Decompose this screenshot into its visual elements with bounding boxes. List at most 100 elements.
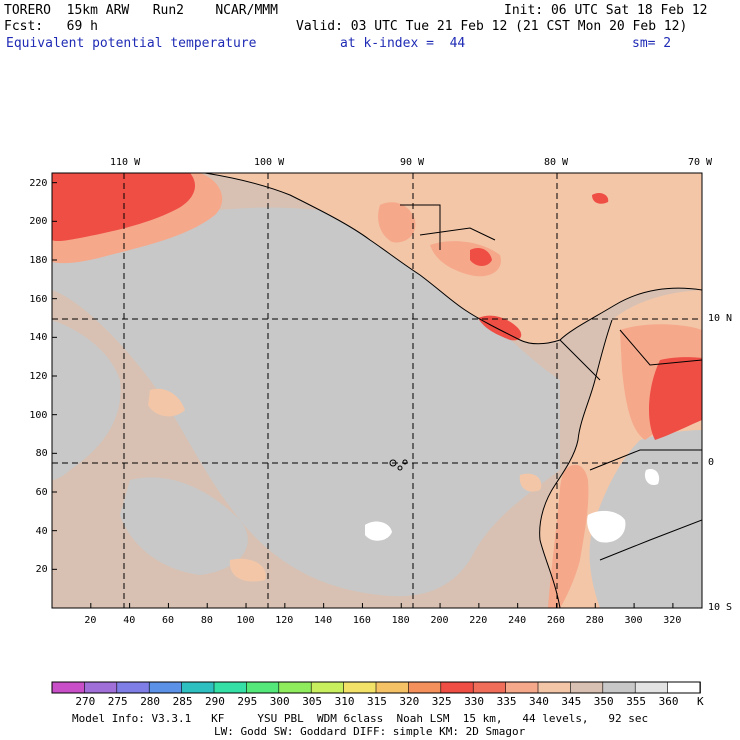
lon-label-70w: 70 W (688, 157, 713, 168)
colorbar-level-345: 345 (561, 695, 582, 708)
colorbar-level-270: 270 (75, 695, 96, 708)
model-title: TORERO 15km ARW Run2 NCAR/MMM (4, 3, 278, 18)
y-tick-label-60: 60 (35, 487, 48, 498)
colorbar-swatch (84, 681, 118, 694)
x-tick-label-40: 40 (123, 615, 136, 626)
x-tick-label-60: 60 (162, 615, 175, 626)
x-tick-label-140: 140 (314, 615, 333, 626)
field-name: Equivalent potential temperature (6, 36, 257, 51)
colorbar-swatch (148, 681, 183, 694)
colorbar-swatch (181, 681, 215, 694)
colorbar-swatch (667, 681, 701, 694)
forecast-hour: Fcst: 69 h (4, 19, 98, 34)
model-info: Model Info: V3.3.1 KF YSU PBL WDM 6class… (72, 712, 649, 725)
valid-time: Valid: 03 UTC Tue 21 Feb 12 (21 CST Mon … (296, 19, 688, 34)
colorbar-level-290: 290 (205, 695, 225, 708)
init-time: Init: 06 UTC Sat 18 Feb 12 (504, 3, 708, 18)
y-tick-label-40: 40 (35, 525, 48, 537)
colorbar-swatch (343, 681, 377, 694)
field-white-ocean (365, 521, 392, 541)
colorbar-swatch (116, 681, 151, 694)
land-hot-nicaragua (470, 192, 609, 266)
y-tick-label-100: 100 (29, 409, 48, 421)
level-label: at k-index = 44 (340, 36, 466, 51)
y-tick-label-160: 160 (29, 293, 48, 305)
y-tick-marks (52, 182, 57, 570)
land-hot-costa-rica (478, 315, 522, 341)
colorbar-level-280: 280 (140, 695, 161, 708)
y-tick-label-200: 200 (29, 216, 48, 228)
colorbar-swatches (51, 681, 701, 694)
colorbar-swatch (408, 681, 442, 694)
colorbar-swatch (213, 681, 248, 694)
colorbar-swatch (278, 681, 312, 694)
lat-label-0: 0 (708, 457, 715, 468)
lat-label-10n: 10 N (708, 313, 733, 324)
colorbar-level-335: 335 (496, 695, 517, 708)
colorbar-swatch (505, 681, 539, 694)
colorbar-swatch (472, 681, 507, 694)
x-tick-label-120: 120 (275, 615, 294, 626)
colorbar-swatch (51, 681, 86, 694)
x-tick-label-80: 80 (200, 615, 213, 626)
lon-label-80w: 80 W (544, 157, 569, 168)
colorbar-level-300: 300 (269, 695, 290, 708)
country-borders (400, 204, 702, 561)
colorbar-swatch (634, 681, 669, 694)
y-tick-label-180: 180 (29, 255, 48, 266)
x-tick-label-200: 200 (430, 615, 449, 626)
map-frame (51, 172, 703, 609)
land-white-patch (587, 468, 660, 543)
y-tick-label-20: 20 (35, 564, 48, 576)
colorbar-frame (51, 681, 701, 694)
colorbar-level-275: 275 (107, 695, 128, 708)
colorbar-swatch (602, 681, 636, 694)
colorbar-level-305: 305 (302, 695, 323, 708)
map-fill-layer (52, 173, 702, 608)
x-tick-label-260: 260 (546, 615, 565, 626)
x-tick-label-100: 100 (236, 615, 255, 626)
x-tick-label-20: 20 (84, 615, 97, 626)
x-tick-label-280: 280 (585, 615, 604, 626)
colorbar-level-325: 325 (431, 695, 452, 708)
x-tick-label-320: 320 (663, 615, 682, 626)
colorbar-level-330: 330 (464, 695, 485, 708)
colorbar-swatch (375, 681, 410, 694)
x-tick-label-220: 220 (469, 615, 488, 626)
field-gray-central (52, 207, 560, 597)
colorbar-swatch (246, 681, 280, 694)
colorbar-level-360: 360 (658, 695, 679, 708)
colorbar-level-320: 320 (399, 695, 420, 708)
x-tick-marks (90, 603, 674, 608)
field-gray-west (52, 320, 121, 480)
colorbar-level-285: 285 (172, 695, 193, 708)
land-gray-amazon (589, 430, 702, 608)
x-tick-label-240: 240 (508, 615, 527, 626)
land-warm-andes (548, 464, 589, 608)
y-tick-label-80: 80 (35, 448, 48, 460)
x-tick-label-180: 180 (391, 615, 410, 626)
colorbar-level-295: 295 (237, 695, 258, 708)
colorbar-level-355: 355 (626, 695, 647, 708)
colorbar-swatch (440, 681, 474, 694)
colorbar-level-350: 350 (593, 695, 614, 708)
colorbar-unit: K (697, 695, 704, 708)
lon-label-110w: 110 W (110, 157, 141, 168)
physics-info: LW: Godd SW: Goddard DIFF: simple KM: 2D… (214, 725, 526, 738)
colorbar-swatch (310, 681, 345, 694)
y-tick-label-120: 120 (29, 371, 48, 382)
x-tick-label-160: 160 (352, 615, 371, 626)
field-gray-south (120, 477, 248, 575)
colorbar-level-340: 340 (529, 695, 549, 708)
lon-label-90w: 90 W (400, 157, 425, 168)
land-hot-venezuela (648, 357, 702, 440)
y-tick-label-220: 220 (29, 177, 48, 189)
colorbar-swatch (537, 681, 572, 694)
colorbar-level-315: 315 (367, 695, 387, 708)
x-tick-label-300: 300 (624, 615, 643, 626)
lat-label-10s: 10 S (708, 602, 733, 613)
colorbar-swatch (570, 681, 604, 694)
lon-label-100w: 100 W (254, 157, 285, 168)
